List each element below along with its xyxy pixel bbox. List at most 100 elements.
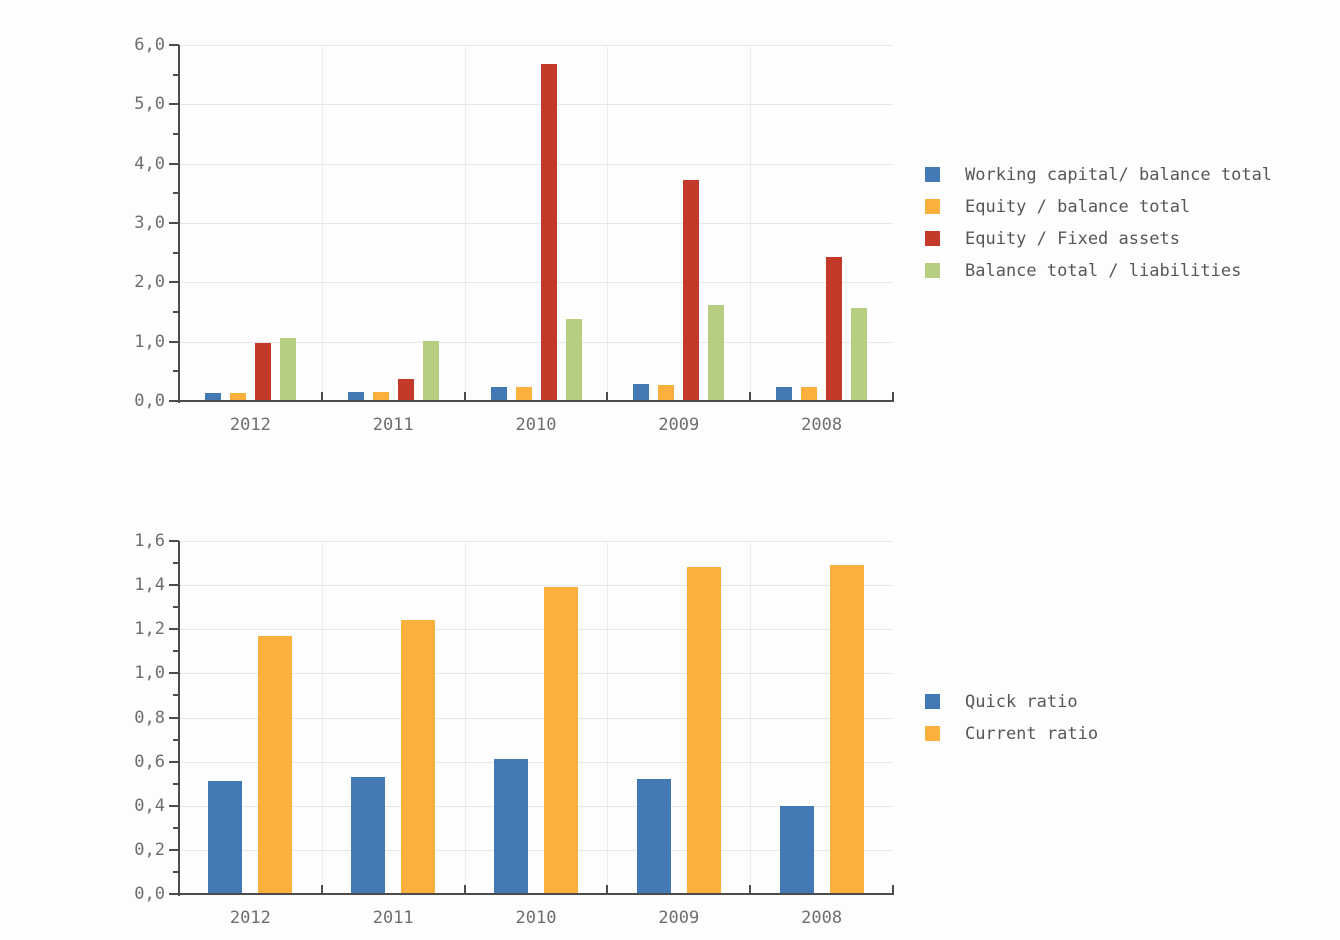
y-axis-major-tick xyxy=(169,584,179,587)
x-axis-label: 2009 xyxy=(658,908,700,928)
bar-equity-fixed-assets-2010 xyxy=(541,64,557,401)
bar-balance-total-liabilities-2011 xyxy=(423,341,439,401)
gridline-horizontal xyxy=(179,717,893,719)
gridline-vertical xyxy=(607,541,609,894)
y-axis-tick-label: 1,6 xyxy=(134,531,165,551)
gridline-horizontal xyxy=(179,223,893,224)
bar-equity-fixed-assets-2009 xyxy=(683,180,699,401)
x-axis-label: 2009 xyxy=(658,415,700,435)
y-axis-major-tick xyxy=(169,804,179,807)
legend-item: Equity / Fixed assets xyxy=(925,228,1272,249)
x-axis-label: 2012 xyxy=(229,415,271,435)
bar-equity-balance-total-2012 xyxy=(230,393,246,401)
y-axis-tick-label: 1,0 xyxy=(134,331,165,352)
y-axis-minor-tick xyxy=(173,738,179,741)
y-axis-major-tick xyxy=(169,400,179,402)
y-axis-major-tick xyxy=(169,716,179,719)
y-axis-tick-label: 5,0 xyxy=(134,94,165,115)
bar-balance-total-liabilities-2008 xyxy=(851,308,867,401)
gridline-vertical xyxy=(750,541,752,894)
bar-balance-total-liabilities-2009 xyxy=(708,305,724,401)
x-axis-label: 2012 xyxy=(229,908,271,928)
y-axis-major-tick xyxy=(169,281,179,284)
gridline-horizontal xyxy=(179,282,893,284)
x-axis-label: 2011 xyxy=(372,415,414,435)
gridline-horizontal xyxy=(179,541,893,542)
bar-equity-balance-total-2009 xyxy=(658,385,674,401)
legend-item-label: Equity / Fixed assets xyxy=(965,228,1180,249)
legend-swatch-icon xyxy=(925,726,940,741)
y-axis-tick-label: 0,0 xyxy=(134,391,165,411)
y-axis-tick-label: 4,0 xyxy=(134,153,165,174)
legend-item-label: Balance total / liabilities xyxy=(965,260,1242,281)
y-axis-tick-label: 1,0 xyxy=(134,663,165,684)
x-axis-label: 2008 xyxy=(801,415,843,435)
bar-quick-ratio-2012 xyxy=(208,781,242,894)
gridline-vertical xyxy=(464,541,466,894)
gridline-horizontal xyxy=(179,629,893,631)
bar-working-capital-balance-total-2010 xyxy=(491,387,507,401)
bar-current-ratio-2012 xyxy=(258,636,292,894)
bar-equity-balance-total-2010 xyxy=(516,387,532,401)
y-axis-tick-label: 2,0 xyxy=(134,272,165,293)
bar-working-capital-balance-total-2012 xyxy=(205,393,221,401)
y-axis-tick-label: 6,0 xyxy=(134,35,165,55)
bar-quick-ratio-2011 xyxy=(351,777,385,894)
y-axis-line xyxy=(178,45,180,403)
y-axis-minor-tick xyxy=(173,192,179,195)
y-axis-minor-tick xyxy=(173,251,179,254)
legend: Working capital/ balance total Equity / b… xyxy=(925,164,1273,294)
gridline-vertical xyxy=(750,45,752,401)
y-axis-tick-label: 1,2 xyxy=(134,619,165,640)
gridline-horizontal xyxy=(179,805,893,807)
legend-swatch-icon xyxy=(925,199,940,214)
y-axis-tick-label: 1,4 xyxy=(134,575,165,596)
x-axis-boundary-tick xyxy=(320,392,323,401)
bar-current-ratio-2009 xyxy=(687,567,721,894)
y-axis-tick-label: 3,0 xyxy=(134,213,165,233)
x-axis-boundary-tick xyxy=(606,885,609,894)
gridline-horizontal xyxy=(179,761,893,763)
bar-working-capital-balance-total-2011 xyxy=(348,392,364,401)
legend-swatch-icon xyxy=(925,231,940,246)
gridline-horizontal xyxy=(179,341,893,343)
y-axis-tick-label: 0,6 xyxy=(134,751,165,772)
y-axis-line xyxy=(178,541,180,896)
bar-equity-balance-total-2011 xyxy=(373,392,389,401)
x-axis-label: 2008 xyxy=(801,908,843,928)
y-axis-minor-tick xyxy=(173,694,179,697)
legend-item: Quick ratio xyxy=(925,692,1098,712)
legend-item: Equity / balance total xyxy=(925,197,1272,217)
bar-equity-fixed-assets-2012 xyxy=(255,343,271,401)
bar-quick-ratio-2010 xyxy=(494,759,528,894)
bar-quick-ratio-2009 xyxy=(637,779,671,894)
y-axis-tick-label: 0,0 xyxy=(134,884,165,904)
x-axis-boundary-tick xyxy=(892,885,894,894)
x-axis-boundary-tick xyxy=(463,885,466,894)
bar-equity-fixed-assets-2011 xyxy=(398,379,414,401)
x-axis-boundary-tick xyxy=(749,392,752,401)
gridline-horizontal xyxy=(179,673,893,675)
y-axis-major-tick xyxy=(169,103,179,106)
y-axis-major-tick xyxy=(169,672,179,675)
x-axis-boundary-tick xyxy=(749,885,752,894)
bar-balance-total-liabilities-2010 xyxy=(566,319,582,401)
gridline-horizontal xyxy=(179,163,893,165)
y-axis-major-tick xyxy=(169,44,179,46)
bar-working-capital-balance-total-2009 xyxy=(633,384,649,401)
y-axis-minor-tick xyxy=(173,73,179,76)
y-axis-minor-tick xyxy=(173,650,179,653)
legend-swatch-icon xyxy=(925,167,940,182)
legend-item: Balance total / liabilities xyxy=(925,260,1272,281)
legend-item: Working capital/ balance total xyxy=(925,164,1273,185)
y-axis-minor-tick xyxy=(173,606,179,609)
bar-working-capital-balance-total-2008 xyxy=(776,387,792,401)
y-axis-major-tick xyxy=(169,340,179,343)
legend-item-label: Working capital/ balance total xyxy=(965,164,1273,185)
x-axis-label: 2011 xyxy=(372,908,414,928)
x-axis-boundary-tick xyxy=(892,392,894,401)
y-axis-minor-tick xyxy=(173,370,179,373)
legend: Quick ratio Current ratio xyxy=(925,692,1098,757)
